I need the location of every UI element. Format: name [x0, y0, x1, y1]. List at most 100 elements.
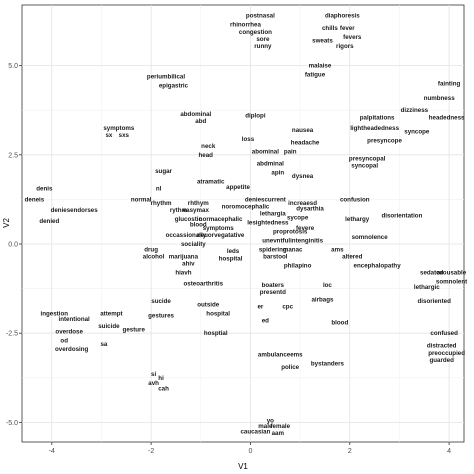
point-label: fevers	[343, 34, 362, 41]
y-tick-label: -2.5	[6, 331, 18, 338]
y-axis-title: V2	[2, 218, 11, 228]
point-label: nl	[156, 186, 162, 193]
point-label: denis	[36, 186, 53, 193]
point-label: airbags	[311, 296, 334, 303]
point-label: outside	[197, 302, 220, 309]
point-label: symptoms	[203, 225, 235, 232]
point-label: sucide	[151, 298, 171, 305]
grid-lines	[22, 5, 464, 442]
point-label: glucostic	[175, 216, 203, 223]
point-label: ed	[262, 318, 269, 325]
point-label: osteoarthritis	[183, 280, 223, 287]
point-label: intentional	[59, 316, 91, 323]
point-label: proprotosis	[273, 229, 308, 236]
point-label: hi	[158, 375, 164, 382]
point-label: pain	[284, 148, 297, 155]
x-axis-title: V1	[238, 462, 248, 471]
point-label: normacephalic	[199, 216, 243, 223]
y-tick-label: -5.0	[6, 420, 18, 427]
point-label: palpitations	[360, 114, 395, 121]
point-label: dysarthia	[296, 205, 324, 212]
x-tick-label: 0	[248, 448, 252, 455]
point-label: disorientation	[381, 212, 422, 219]
point-label: occassionally	[166, 232, 207, 239]
point-label: epigastric	[159, 82, 189, 89]
point-label: bystanders	[311, 361, 345, 368]
point-label: lethargic	[414, 284, 440, 291]
point-label: abd	[195, 118, 206, 125]
point-label: overdosing	[55, 346, 89, 353]
point-label: rhthym	[188, 200, 209, 207]
point-label: spidering	[259, 246, 287, 253]
point-label: syncopal	[351, 163, 378, 170]
point-label: avh	[148, 380, 159, 387]
point-label: male	[258, 423, 273, 430]
point-label: lesightedness	[247, 220, 289, 227]
point-label: rythm	[170, 207, 188, 214]
point-label: loss	[242, 136, 255, 143]
point-label: ingestion	[41, 311, 69, 318]
point-label: abdminal	[257, 161, 284, 168]
point-label: encephalopathy	[354, 262, 402, 269]
plot-panel	[21, 4, 465, 443]
point-label: sugar	[155, 168, 172, 175]
point-label: cpc	[282, 303, 293, 310]
point-label: distracted	[427, 343, 457, 350]
point-label: symptoms	[103, 125, 135, 132]
point-label: yo	[267, 418, 274, 425]
y-tick-label: 0.0	[8, 242, 18, 249]
y-tick-label: 5.0	[8, 63, 18, 70]
point-label: sa	[100, 341, 107, 348]
point-label: head	[199, 152, 214, 159]
point-label: dizziness	[401, 107, 429, 114]
point-label: sycope	[287, 214, 309, 221]
point-label: female	[270, 423, 290, 430]
point-label: congestion	[239, 29, 272, 36]
point-label: lethargy	[345, 216, 370, 223]
point-label: rhinorrhea	[230, 22, 262, 29]
point-label: ams	[331, 246, 344, 253]
point-label: noromocephalic	[222, 204, 270, 211]
point-label: lightheadedness	[350, 125, 399, 132]
point-label: sweats	[312, 38, 333, 45]
point-label: deneis	[25, 196, 45, 203]
point-label: aam	[272, 430, 285, 437]
point-label: police	[281, 364, 299, 371]
point-label: od	[60, 337, 68, 344]
x-tick-label: 4	[447, 448, 451, 455]
point-label: ambulanceems	[258, 352, 303, 359]
point-label: hiavh	[175, 270, 191, 277]
point-label: neuorvegatative	[197, 232, 245, 239]
point-label: denied	[39, 218, 59, 225]
point-label: diaphoresis	[325, 13, 360, 20]
point-label: dysnea	[292, 173, 314, 180]
point-label: manac	[283, 246, 303, 253]
point-label: sedated	[420, 270, 444, 277]
point-label: overdose	[55, 328, 83, 335]
point-label: si	[151, 371, 156, 378]
point-label: caucasian	[240, 428, 270, 435]
point-label: headache	[291, 139, 320, 146]
point-label: fatigue	[305, 72, 326, 79]
point-label: hospital	[219, 255, 243, 262]
x-tick-label: 2	[348, 448, 352, 455]
point-label: somnolent	[436, 278, 467, 285]
point-label: cah	[158, 385, 169, 392]
point-label: fainting	[438, 80, 461, 87]
point-label: deniescurrent	[245, 196, 286, 203]
point-label: drug	[144, 246, 158, 253]
point-label: fevere	[296, 225, 315, 232]
point-label: hosptial	[204, 330, 228, 337]
point-label: runny	[254, 43, 272, 50]
point-label: confused	[430, 330, 458, 337]
point-label: diplopi	[245, 113, 266, 120]
axis-ticks: -4 -2 0 2 4 -5.0 -2.5 0.0 2.5 5.0	[6, 63, 451, 455]
point-label: presyncope	[367, 138, 402, 145]
point-label: presyncopal	[349, 155, 386, 162]
point-label: rigors	[336, 43, 354, 50]
point-label: suicide	[98, 323, 120, 330]
point-label: er	[257, 303, 263, 310]
point-label: headedness	[429, 114, 465, 121]
point-label: chills	[322, 25, 338, 32]
